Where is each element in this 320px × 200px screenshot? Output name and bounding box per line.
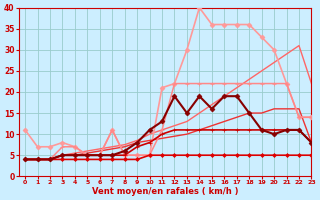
X-axis label: Vent moyen/en rafales ( km/h ): Vent moyen/en rafales ( km/h ) bbox=[92, 187, 238, 196]
